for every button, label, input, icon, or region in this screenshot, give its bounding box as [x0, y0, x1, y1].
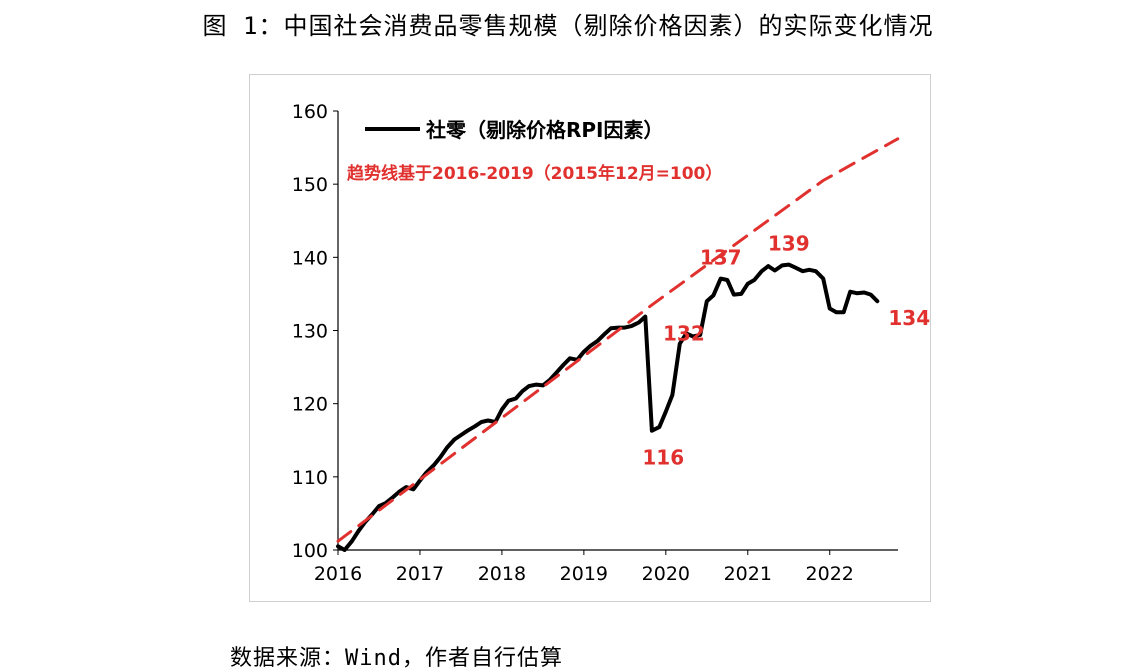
chart-axes: 100 110 120 130 140 150 160 2016 2017 2018 2019 202…	[292, 101, 898, 585]
chart-frame: 100 110 120 130 140 150 160 2016 2017 2018 2019 202…	[249, 74, 931, 602]
y-tick-label: 120	[292, 394, 328, 416]
x-tick-label: 2022	[806, 563, 854, 585]
data-label: 132	[663, 322, 705, 346]
x-tick-label: 2021	[724, 563, 772, 585]
x-tick-label: 2017	[396, 563, 444, 585]
trend-label: 趋势线基于2016-2019（2015年12月=100）	[347, 163, 722, 184]
figure-title: 图 1：中国社会消费品零售规模（剔除价格因素）的实际变化情况	[202, 12, 934, 40]
chart-legend: 社零（剔除价格RPI因素）	[365, 118, 664, 142]
chart-series	[336, 137, 900, 552]
x-tick-label: 2016	[314, 563, 362, 585]
trend-line	[336, 137, 900, 543]
y-tick-label: 140	[292, 247, 328, 269]
data-label: 137	[700, 246, 742, 270]
x-tick-label: 2020	[642, 563, 690, 585]
line-chart: 100 110 120 130 140 150 160 2016 2017 2018 2019 202…	[292, 101, 930, 585]
y-tick-label: 150	[292, 174, 328, 196]
data-label: 139	[768, 232, 810, 256]
legend-label: 社零（剔除价格RPI因素）	[425, 118, 664, 142]
x-tick-label: 2018	[478, 563, 526, 585]
y-tick-label: 110	[292, 467, 328, 489]
y-tick-label: 130	[292, 321, 328, 343]
retail-sales-line	[336, 262, 880, 552]
data-label: 134	[888, 306, 930, 330]
figure-source: 数据来源：Wind，作者自行估算	[230, 646, 563, 671]
y-tick-label: 160	[292, 101, 328, 123]
data-label: 116	[642, 446, 684, 470]
y-tick-label: 100	[292, 540, 328, 562]
chart-annotations: 132 116 137 139 134	[642, 232, 930, 470]
x-tick-label: 2019	[560, 563, 608, 585]
